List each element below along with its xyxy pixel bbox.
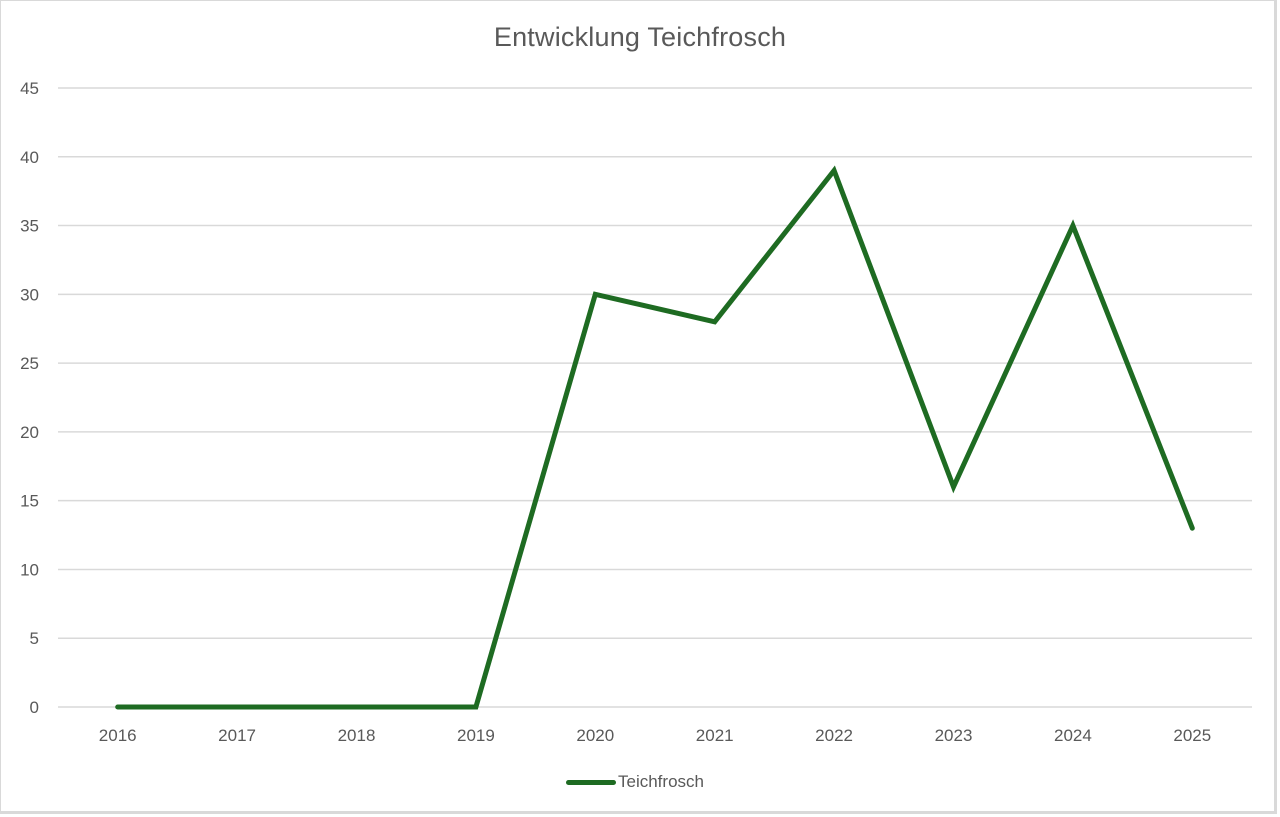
y-tick-label: 25 (20, 354, 39, 373)
y-tick-label: 45 (20, 79, 39, 98)
y-tick-label: 15 (20, 492, 39, 511)
y-tick-label: 0 (30, 698, 39, 717)
chart-title: Entwicklung Teichfrosch (493, 22, 787, 52)
y-tick-label: 40 (20, 148, 39, 167)
y-tick-label: 5 (30, 629, 39, 648)
y-tick-label: 20 (20, 423, 39, 442)
legend-line-icon (566, 779, 616, 785)
gridlines (58, 87, 1252, 708)
x-tick-label: 2023 (935, 726, 973, 745)
x-tick-label: 2019 (457, 726, 495, 745)
x-tick-label: 2017 (218, 726, 256, 745)
x-tick-label: 2021 (696, 726, 734, 745)
x-tick-label: 2022 (815, 726, 853, 745)
legend[interactable]: Teichfrosch (566, 771, 704, 793)
x-tick-label: 2018 (338, 726, 376, 745)
x-tick-label: 2024 (1054, 726, 1092, 745)
legend-label: Teichfrosch (618, 772, 704, 791)
series-line-teichfrosch[interactable] (115, 165, 1195, 710)
x-tick-label: 2016 (99, 726, 137, 745)
y-axis-ticks: 0 5 10 15 20 25 30 35 40 45 (20, 79, 39, 717)
x-tick-label: 2020 (576, 726, 614, 745)
x-tick-label: 2025 (1173, 726, 1211, 745)
y-tick-label: 30 (20, 285, 39, 304)
x-axis-ticks: 2016 2017 2018 2019 2020 2021 2022 2023 2024 2025 (99, 726, 1211, 745)
y-tick-label: 10 (20, 560, 39, 579)
y-tick-label: 35 (20, 217, 39, 236)
